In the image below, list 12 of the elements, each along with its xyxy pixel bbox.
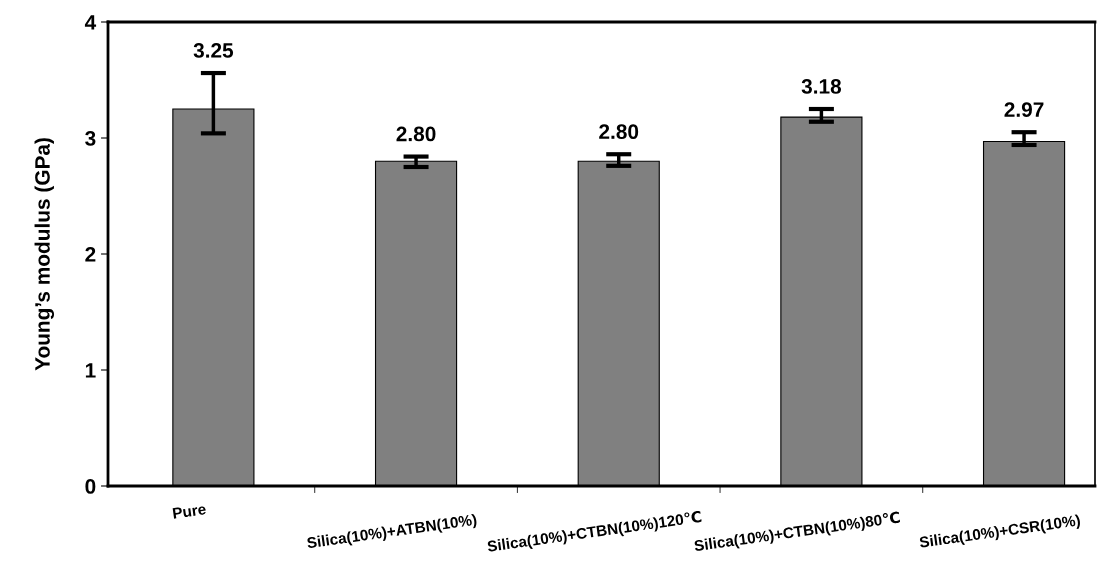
- y-tick-label: 2: [85, 247, 96, 262]
- data-label: 3.18: [801, 79, 842, 94]
- y-tick-label: 4: [84, 15, 97, 30]
- y-tick-label: 1: [85, 363, 96, 378]
- data-label: 2.80: [396, 126, 436, 142]
- data-label: 2.80: [599, 124, 639, 140]
- y-tick-label: 3: [85, 131, 96, 146]
- x-tick-label: Pure: [172, 503, 207, 519]
- data-label: 2.97: [1004, 102, 1044, 117]
- data-label: 3.25: [193, 43, 234, 58]
- y-tick-label: 0: [85, 479, 96, 494]
- y-axis-title: Young’s modulus (GPa): [34, 138, 55, 371]
